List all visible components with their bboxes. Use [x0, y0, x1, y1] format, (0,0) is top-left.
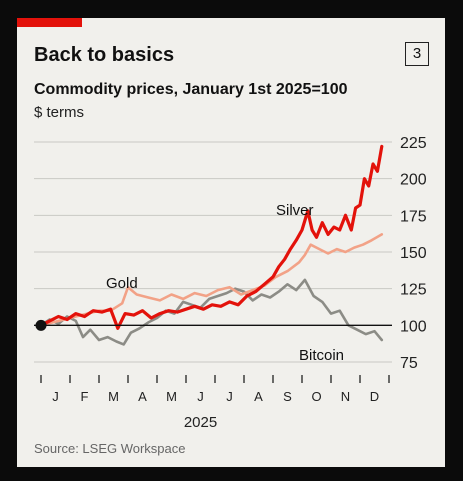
x-tick-label-6: J: [226, 389, 233, 404]
x-tick-label-3: A: [138, 389, 147, 404]
series-labels: Silver Gold Bitcoin: [106, 202, 344, 364]
chart-title: Back to basics: [34, 44, 175, 66]
x-tick-label-5: J: [197, 389, 204, 404]
series-lines: [39, 144, 384, 346]
series-line-silver: [39, 144, 384, 330]
series-label-bitcoin: Bitcoin: [299, 347, 344, 364]
x-tick-label-10: N: [341, 389, 350, 404]
x-tick-label-11: D: [370, 389, 379, 404]
gridlines: [34, 141, 392, 363]
x-axis-year-label: 2025: [184, 414, 217, 431]
x-tick-label-0: J: [52, 389, 59, 404]
y-tick-labels: 75 100 125 150 175 200 225: [400, 135, 427, 372]
y-tick-label-100: 100: [400, 318, 427, 335]
y-tick-label-200: 200: [400, 172, 427, 189]
y-tick-label-75: 75: [400, 355, 418, 372]
x-tick-label-1: F: [81, 389, 89, 404]
series-line-bitcoin: [39, 278, 384, 346]
series-label-silver: Silver: [276, 202, 314, 219]
source-note: Source: LSEG Workspace: [34, 441, 186, 456]
y-tick-label-150: 150: [400, 245, 427, 262]
chart-subtitle: Commodity prices, January 1st 2025=100: [34, 81, 348, 98]
unit-label: $ terms: [34, 104, 85, 121]
chart-card: [17, 18, 445, 467]
chart-number-badge: 3: [405, 42, 429, 66]
x-tick-label-7: A: [254, 389, 263, 404]
origin-dot: [35, 319, 47, 331]
y-tick-label-225: 225: [400, 135, 427, 152]
x-tick-label-2: M: [108, 389, 119, 404]
x-tick-label-4: M: [166, 389, 177, 404]
series-label-gold: Gold: [106, 275, 138, 292]
accent-tab: [17, 18, 82, 27]
x-tick-label-8: S: [283, 389, 292, 404]
y-tick-label-125: 125: [400, 282, 427, 299]
y-tick-label-175: 175: [400, 208, 427, 225]
x-tick-label-9: O: [311, 389, 321, 404]
